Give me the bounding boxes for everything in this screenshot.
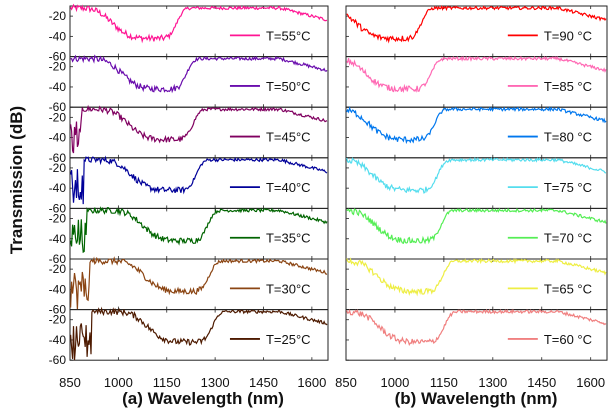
x-tick-label: 1600	[297, 375, 326, 390]
series-line	[70, 3, 328, 44]
x-tick-label: 1000	[380, 375, 409, 390]
legend-label: T=70 °C	[544, 231, 592, 246]
legend-label: T=55°C	[266, 28, 311, 43]
x-tick-label: 1450	[527, 375, 556, 390]
series-line	[346, 207, 607, 245]
y-tick-label: -40	[49, 333, 67, 347]
y-tick-label: -40	[49, 282, 67, 296]
y-tick-label: -40	[49, 181, 67, 195]
x-tick-label: 1150	[430, 375, 458, 390]
subplot-a-1: -20 -40 -60 T=55°C	[49, 3, 329, 64]
subplot-b-7: T=60 °C	[345, 308, 608, 361]
legend-label: T=80 °C	[544, 130, 592, 145]
legend-label: T=40°C	[266, 180, 311, 195]
series-line	[346, 308, 607, 347]
subplot-b-1: T=90 °C	[345, 5, 608, 58]
subplot-frame	[69, 309, 329, 361]
x-tick-label: 850	[335, 375, 357, 390]
series-line	[70, 54, 328, 94]
y-axis-title: Transmission (dB)	[7, 106, 26, 254]
legend-label: T=30°C	[266, 281, 311, 296]
subplot-a-7: -20 -40 -60 T=25°C	[49, 306, 329, 367]
chart-panels: 850 1000 1150 1300 1450 1600-20-40-60T=55°C-2…	[49, 3, 608, 390]
y-tick-label: -20	[49, 60, 67, 74]
series-line	[70, 256, 328, 310]
series-line	[346, 156, 607, 194]
y-tick-label: -60	[49, 50, 67, 64]
subplot-frame	[345, 309, 608, 361]
subplot-a-6: -20 -40 -60 T=30°C	[49, 256, 329, 317]
y-tick-label: -20	[49, 212, 67, 226]
x-tick-label: 1150	[153, 375, 181, 390]
y-tick-label: -40	[49, 232, 67, 246]
x-tick-label: 1600	[576, 375, 605, 390]
legend-label: T=50°C	[266, 79, 311, 94]
x-tick-label: 1300	[478, 375, 507, 390]
y-tick-label: -60	[49, 201, 67, 215]
panel-a: 850 1000 1150 1300 1450 1600-20-40-60T=55°C-2…	[49, 3, 329, 390]
legend-label: T=75 °C	[544, 180, 592, 195]
legend-label: T=90 °C	[544, 28, 592, 43]
series-line	[346, 257, 607, 297]
subplot-b-2: T=85 °C	[345, 55, 608, 108]
subplot-b-5: T=70 °C	[345, 207, 608, 260]
subplot-b-4: T=75 °C	[345, 156, 608, 209]
y-tick-label: -40	[49, 29, 67, 43]
panel-b: 850 1000 1150 1300 1450 1600 T=90 °C T=85 °C T=8…	[335, 5, 608, 390]
y-tick-label: -60	[49, 100, 67, 114]
y-tick-label: -60	[49, 151, 67, 165]
y-tick-label: -60	[49, 252, 67, 266]
y-tick-label: -20	[49, 110, 67, 124]
legend-label: T=35°C	[266, 231, 311, 246]
legend-label: T=60 °C	[544, 332, 592, 347]
x-tick-label: 1450	[249, 375, 278, 390]
subplot-a-3: -20 -40 -60 T=45°C	[49, 104, 329, 165]
x-tick-label: 1300	[201, 375, 230, 390]
series-line	[70, 155, 328, 205]
x-tick-label: 850	[59, 375, 81, 390]
series-line	[70, 206, 328, 254]
series-line	[346, 105, 607, 145]
subplot-a-4: -20 -40 -60 T=40°C	[49, 155, 329, 215]
series-line	[70, 104, 328, 154]
y-tick-label: -40	[49, 131, 67, 145]
series-line	[70, 306, 328, 361]
legend-label: T=45°C	[266, 130, 311, 145]
x-tick-label: 1000	[104, 375, 133, 390]
y-tick-label: -60	[49, 353, 67, 367]
series-line	[346, 5, 607, 44]
y-tick-label: -60	[49, 303, 67, 317]
y-tick-label: -20	[49, 313, 67, 327]
legend-label: T=65 °C	[544, 281, 592, 296]
series-line	[346, 55, 607, 94]
y-tick-label: -40	[49, 80, 67, 94]
subplot-a-2: -20 -40 -60 T=50°C	[49, 54, 329, 114]
y-tick-label: -20	[49, 161, 67, 175]
x-axis-title-a: (a) Wavelength (nm)	[122, 389, 284, 408]
subplot-b-3: T=80 °C	[345, 105, 608, 159]
y-tick-label: -20	[49, 9, 67, 23]
subplot-b-6: T=65 °C	[345, 257, 608, 311]
legend-label: T=25°C	[266, 332, 311, 347]
y-tick-label: -20	[49, 262, 67, 276]
subplot-a-5: -20 -40 -60 T=35°C	[49, 206, 329, 266]
x-axis-title-b: (b) Wavelength (nm)	[395, 389, 558, 408]
legend-label: T=85 °C	[544, 79, 592, 94]
